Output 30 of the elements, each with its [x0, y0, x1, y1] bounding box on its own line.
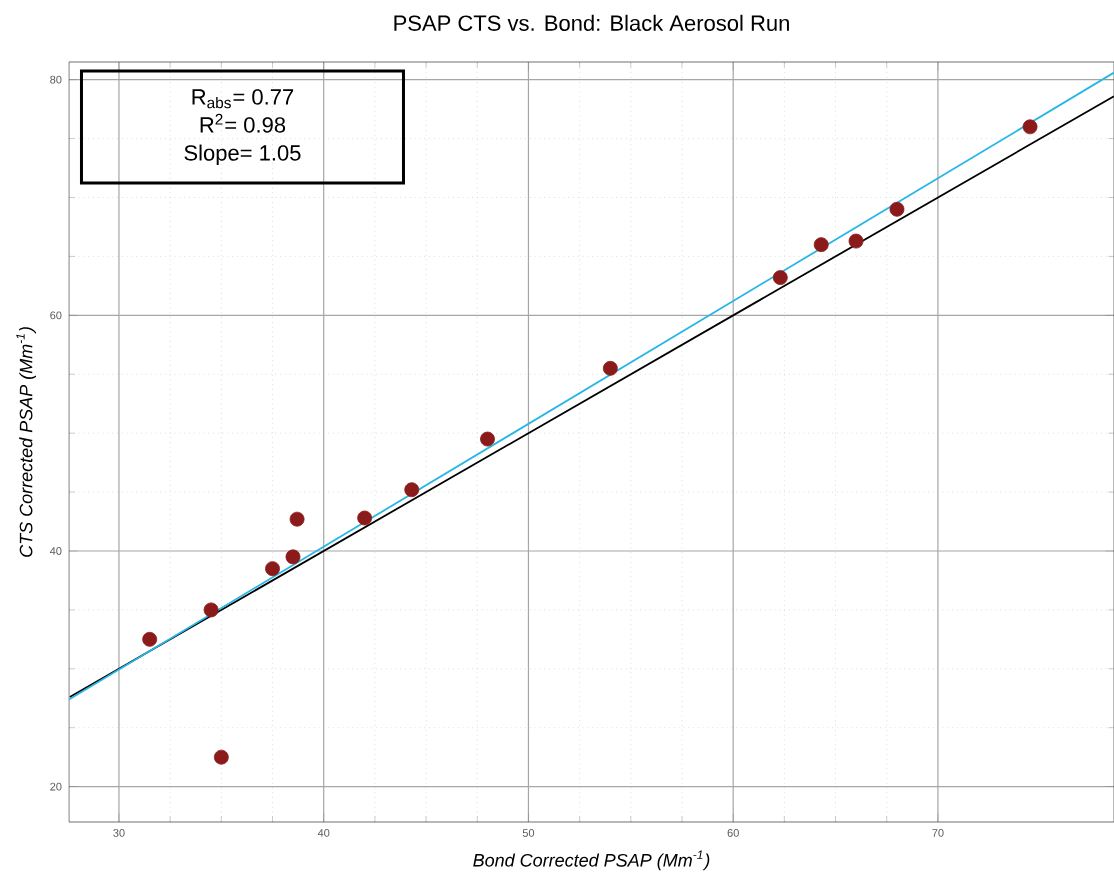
x-tick-label: 50	[522, 829, 535, 837]
point	[285, 549, 301, 565]
x-tick-label: 40	[317, 829, 330, 837]
point	[265, 561, 280, 577]
chart-title: PSAP CTS vs. Bond: Black Aerosol Run	[394, 14, 789, 31]
point	[480, 431, 495, 447]
point	[357, 510, 373, 526]
x-tick-label: 70	[932, 829, 944, 837]
annotation: Slope= 1.05	[184, 144, 301, 166]
annotation: R$^{2}$= 0.98	[200, 113, 286, 133]
point	[142, 631, 158, 647]
annotation: R$_{abs}$= 0.77	[192, 89, 294, 109]
x-tick-label: 60	[727, 829, 739, 837]
point	[203, 602, 219, 618]
y-tick-label: 80	[50, 75, 62, 84]
x-tick-label: 30	[113, 829, 125, 837]
point	[1022, 119, 1038, 135]
point	[602, 360, 618, 376]
y-tick-label: 60	[50, 311, 62, 320]
x-axis-title: Bond Corrected PSAP (Mm$^{-1}$)	[473, 850, 710, 871]
y-tick-label: 40	[49, 547, 62, 555]
point	[404, 482, 420, 498]
point	[889, 201, 905, 217]
point	[289, 511, 305, 527]
point	[213, 749, 229, 765]
point	[848, 233, 864, 249]
point	[772, 270, 788, 286]
point	[813, 237, 829, 253]
y-axis-title: CTS Corrected PSAP (Mm$^{-1}$)	[16, 327, 36, 557]
y-tick-label: 20	[50, 782, 62, 791]
